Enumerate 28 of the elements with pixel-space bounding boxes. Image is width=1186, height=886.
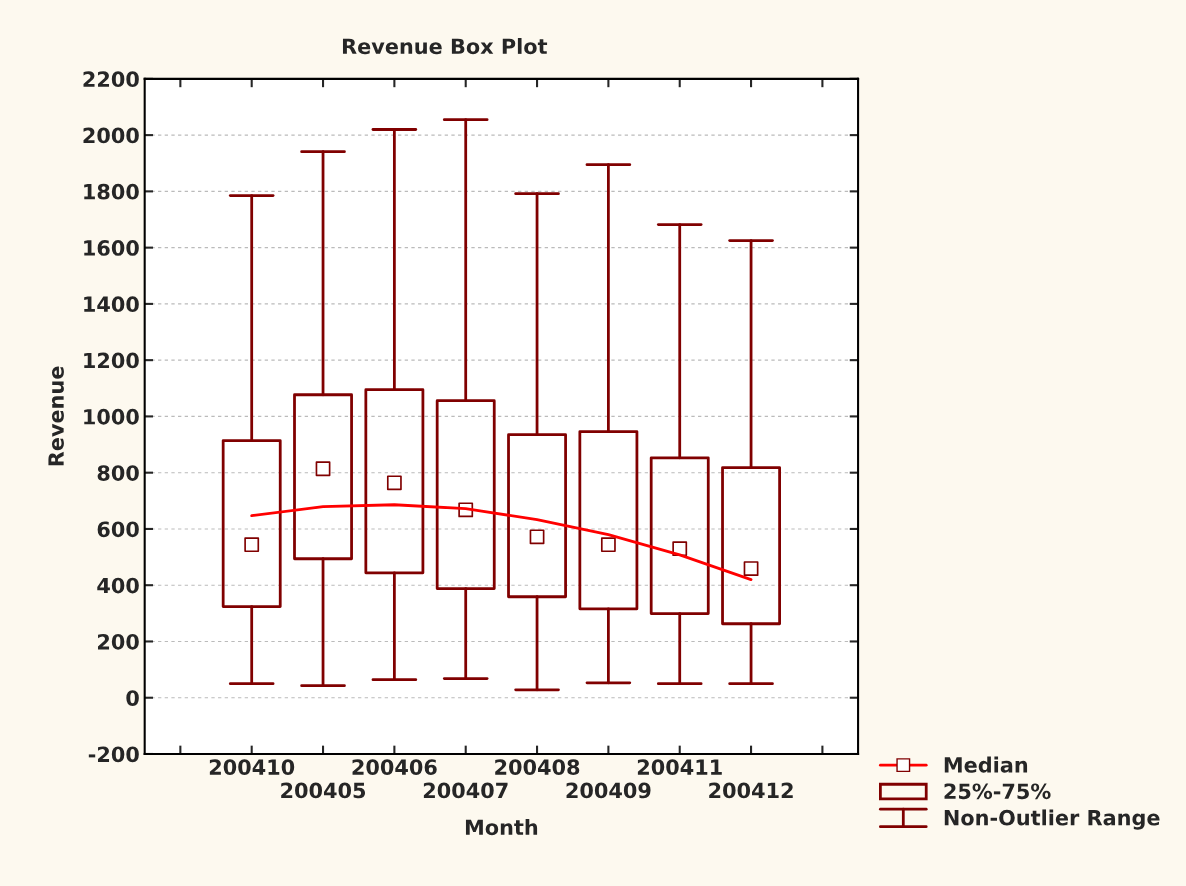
x-tick-label: 200405 [281,782,366,799]
y-tick-label: -200 [88,746,139,763]
x-tick-label: 200411 [637,759,722,775]
y-tick-label: 1400 [84,296,139,313]
y-tick-label: 400 [97,577,139,594]
y-axis-title: Revenue [48,366,64,466]
y-tick-label: 2200 [83,71,139,88]
legend-label: Median [944,756,1028,773]
y-tick-label: 600 [97,521,139,538]
y-tick-label: 0 [126,690,139,706]
y-tick-label: 1200 [84,352,139,369]
x-axis-title: Month [465,819,538,836]
x-tick-label: 200406 [352,759,437,775]
legend-label: 25%-75% [944,783,1051,800]
y-tick-label: 1600 [84,240,139,256]
x-tick-label: 200407 [423,782,508,799]
line-series [250,503,753,581]
y-tick-label: 800 [97,465,139,481]
y-tick-label: 200 [97,633,139,650]
y-tick-label: 1000 [84,408,139,425]
x-tick-label: 200409 [566,782,651,799]
y-tick-label: 2000 [83,127,139,144]
x-tick-label: 200408 [495,759,580,775]
x-tick-label: 200412 [709,782,793,799]
text: Non-Outlier Range [944,809,1160,830]
x-tick-label: 200410 [209,759,295,775]
y-tick-label: 1800 [84,183,139,200]
chart-title: Revenue Box Plot [342,38,548,55]
